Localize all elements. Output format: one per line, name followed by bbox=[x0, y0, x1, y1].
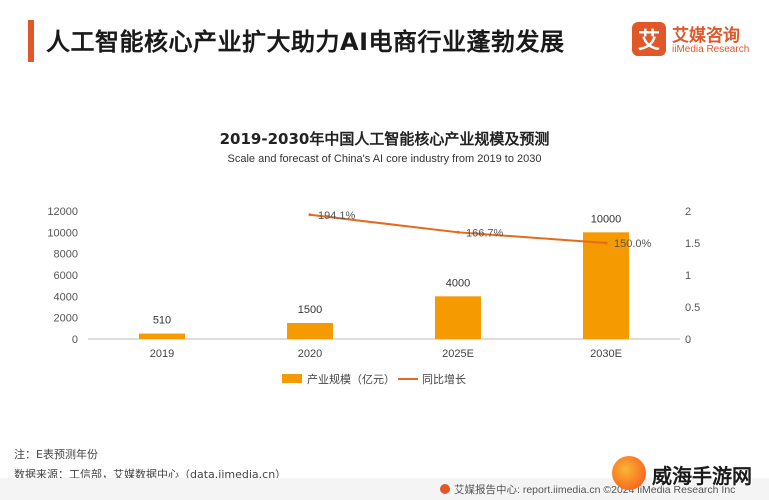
growth-value-label: 194.1% bbox=[318, 210, 356, 222]
y-right-tick-label: 1 bbox=[685, 270, 691, 282]
bar-value-label: 510 bbox=[153, 315, 171, 327]
x-tick-label: 2030E bbox=[590, 348, 622, 360]
footnote-source: 数据来源：工信部，艾媒数据中心（data.iimedia.cn） bbox=[14, 468, 287, 481]
watermark-logo-icon bbox=[612, 456, 646, 490]
growth-value-label: 150.0% bbox=[614, 238, 652, 250]
x-tick-label: 2025E bbox=[442, 348, 474, 360]
y-right-tick-label: 0.5 bbox=[685, 302, 700, 314]
bar-2019 bbox=[139, 333, 185, 339]
footer-logo-icon bbox=[440, 484, 450, 494]
growth-point bbox=[604, 241, 608, 245]
iimedia-logo: 艾 艾媒咨询 iiMedia Research bbox=[632, 20, 762, 60]
footnote-estimate: 注：E表预测年份 bbox=[14, 448, 98, 461]
logo-cn-text: 艾媒咨询 bbox=[672, 26, 740, 46]
y-left-tick-label: 12000 bbox=[47, 206, 78, 218]
bar-value-label: 10000 bbox=[591, 213, 622, 225]
legend-bar-swatch bbox=[282, 374, 302, 383]
bar-2025E bbox=[435, 296, 481, 339]
y-left-tick-label: 0 bbox=[72, 334, 78, 346]
y-left-tick-label: 10000 bbox=[47, 227, 78, 239]
title-accent-bar bbox=[28, 20, 34, 62]
growth-point bbox=[308, 213, 312, 217]
y-left-tick-label: 2000 bbox=[54, 313, 78, 325]
bar-2020 bbox=[287, 323, 333, 339]
footer-label: 艾媒报告中心: report.iimedia.cn ©2024 iiMedia … bbox=[454, 484, 736, 496]
bar-2030E bbox=[583, 232, 629, 339]
logo-mark-icon: 艾 bbox=[632, 22, 666, 56]
legend-bar-label: 产业规模（亿元） bbox=[307, 372, 395, 386]
logo-en-text: iiMedia Research bbox=[672, 44, 750, 55]
y-right-tick-label: 2 bbox=[685, 206, 691, 218]
chart-subtitle: Scale and forecast of China's AI core in… bbox=[227, 153, 542, 165]
chart-title: 2019-2030年中国人工智能核心产业规模及预测 bbox=[219, 130, 550, 148]
y-right-tick-label: 0 bbox=[685, 334, 691, 346]
bar-value-label: 1500 bbox=[298, 304, 322, 316]
growth-point bbox=[456, 230, 460, 234]
y-left-tick-label: 4000 bbox=[54, 291, 78, 303]
watermark-text: 威海手游网 bbox=[652, 464, 752, 488]
legend-line-label: 同比增长 bbox=[422, 372, 466, 386]
growth-value-label: 166.7% bbox=[466, 227, 504, 239]
page-header: 人工智能核心产业扩大助力AI电商行业蓬勃发展 艾 艾媒咨询 iiMedia Re… bbox=[0, 0, 769, 62]
y-right-tick-label: 1.5 bbox=[685, 238, 700, 250]
page-title: 人工智能核心产业扩大助力AI电商行业蓬勃发展 bbox=[46, 28, 565, 56]
footer-text: 艾媒报告中心: report.iimedia.cn ©2024 iiMedia … bbox=[440, 482, 735, 497]
bar-value-label: 4000 bbox=[446, 277, 470, 289]
y-left-tick-label: 8000 bbox=[54, 249, 78, 261]
x-tick-label: 2020 bbox=[298, 348, 322, 360]
footer-strip bbox=[0, 478, 769, 500]
y-left-tick-label: 6000 bbox=[54, 270, 78, 282]
x-tick-label: 2019 bbox=[150, 348, 174, 360]
watermark: 威海手游网 bbox=[612, 452, 762, 496]
